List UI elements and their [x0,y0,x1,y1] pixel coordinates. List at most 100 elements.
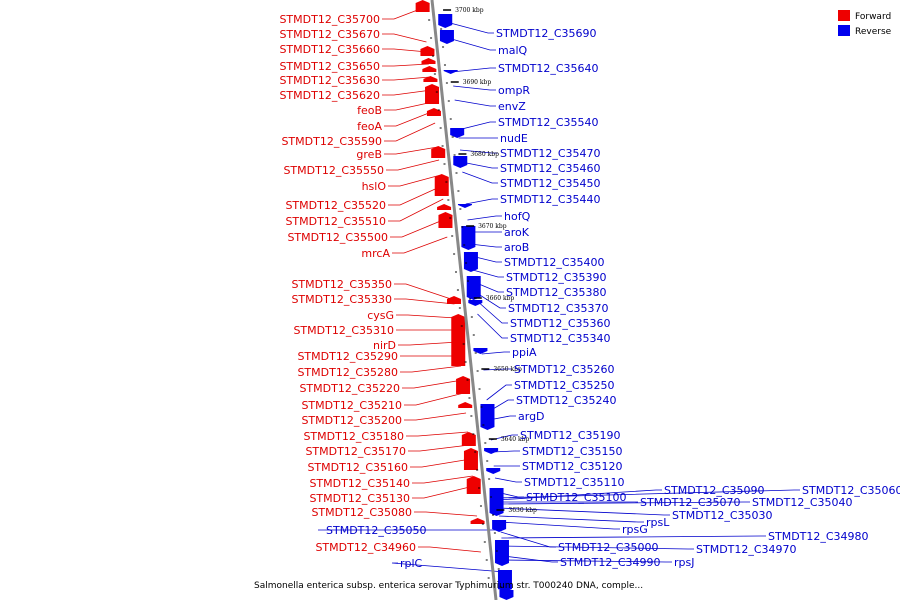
legend-reverse-label: Reverse [855,27,892,37]
gene-labels: STMDT12_C35700 STMDT12_C35670 STMDT12_C356… [279,13,900,570]
forward-gene-label: STMDT12_C35310 [293,324,394,337]
forward-gene-label: STMDT12_C35290 [297,350,398,363]
forward-leader-line [414,511,478,517]
reverse-gene-block [484,448,499,454]
reverse-leader-line [481,351,510,355]
reverse-gene-block [443,70,458,74]
forward-gene-block [434,174,449,196]
forward-gene-label: STMDT12_C35130 [309,492,410,505]
reverse-gene-label: malQ [498,44,528,57]
reverse-leader-line [471,255,502,263]
forward-gene-label: STMDT12_C35510 [285,215,386,228]
forward-leader-line [382,7,423,20]
reverse-gene-label: STMDT12_C35030 [672,509,773,522]
reverse-leader-line [499,515,644,523]
forward-leader-line [406,431,469,437]
reverse-leader-line [467,215,502,221]
reverse-leader-line [490,434,518,441]
forward-gene-block [431,146,446,158]
reverse-gene-label: ompR [498,84,530,97]
reverse-leader-line [472,269,504,278]
forward-gene-label: STMDT12_C35520 [285,199,386,212]
forward-gene-label: STMDT12_C35140 [309,477,410,490]
forward-leader-line [412,485,474,499]
reverse-gene-label: STMDT12_C35540 [498,116,599,129]
forward-gene-label: STMDT12_C35500 [287,231,388,244]
reverse-gene-label: STMDT12_C35460 [500,162,601,175]
forward-gene-label: greB [356,148,382,161]
forward-gene-label: STMDT12_C35350 [291,278,392,291]
forward-leader-line [386,159,440,171]
forward-gene-label: STMDT12_C35550 [283,164,384,177]
reverse-gene-label: nudE [500,132,528,145]
forward-leader-line [390,218,446,238]
forward-leader-line [408,444,470,452]
forward-gene-block [470,518,485,524]
reverse-gene-label: rpsG [622,523,648,536]
reverse-leader-line [488,415,516,421]
forward-gene-label: STMDT12_C35180 [303,430,404,443]
reverse-gene-label: argD [518,410,545,423]
reverse-gene-block [461,226,476,250]
reverse-leader-line [453,85,496,91]
reverse-gene-label: STMDT12_C35110 [524,476,625,489]
reverse-leader-line [497,489,800,499]
reverse-gene-block [453,156,468,168]
forward-gene-block [447,296,461,304]
tick-label: 3640 kbp [501,436,530,443]
legend-reverse-swatch [838,25,850,36]
reverse-gene-label: STMDT12_C35040 [752,496,853,509]
reverse-gene-block [466,276,481,300]
forward-gene-label: STMDT12_C35200 [301,414,402,427]
reverse-leader-line [494,477,522,483]
reverse-gene-label: aroK [504,226,530,239]
leader-lines [318,7,800,573]
reverse-gene-label: STMDT12_C35050 [326,524,427,537]
reverse-gene-block [494,540,509,566]
reverse-gene-label: STMDT12_C35390 [506,271,607,284]
forward-leader-line [382,48,428,53]
reverse-gene-label: STMDT12_C35000 [558,541,659,554]
forward-leader-line [394,283,455,301]
reverse-leader-line [502,545,694,550]
reverse-leader-line [498,507,670,516]
reverse-gene-block [480,404,495,430]
forward-gene-label: mrcA [361,247,390,260]
forward-gene-label: STMDT12_C35080 [311,506,412,519]
reverse-leader-line [477,313,508,339]
forward-leader-line [418,546,481,553]
forward-gene-block [422,66,437,72]
forward-leader-line [400,365,462,373]
reverse-gene-label: STMDT12_C35380 [506,286,607,299]
reverse-gene-label: STMDT12_C35400 [504,256,605,269]
reverse-gene-label: STMDT12_C35690 [496,27,597,40]
forward-leader-line [384,101,433,111]
forward-gene-block [423,76,438,82]
scale-ticks: 3700 kbp 3690 kbp 3680 kbp 3670 kbp 3660 kbp… [428,7,537,588]
reverse-gene-label: STMDT12_C35250 [514,379,615,392]
forward-leader-line [382,76,431,81]
reverse-gene-label: STMDT12_C35090 [664,484,765,497]
forward-leader-line [410,458,472,468]
reverse-gene-block [492,520,507,532]
forward-gene-label: cysG [367,309,394,322]
reverse-leader-line [483,368,512,371]
tick-label: 3670 kbp [478,223,507,230]
legend: Forward Reverse [838,10,892,37]
reverse-gene-label: STMDT12_C35470 [500,147,601,160]
reverse-gene-label: STMDT12_C35240 [516,394,617,407]
forward-leader-line [388,174,441,187]
reverse-gene-label: STMDT12_C34970 [696,543,797,556]
forward-gene-label: feoB [357,104,382,117]
reverse-gene-label: STMDT12_C35450 [500,177,601,190]
forward-gene-block [426,108,441,116]
forward-gene-label: STMDT12_C35660 [279,43,380,56]
legend-forward-swatch [838,10,850,21]
reverse-gene-label: rpsL [646,516,670,529]
forward-leader-line [384,122,436,142]
reverse-gene-block [439,30,454,44]
reverse-gene-label: STMDT12_C35190 [520,429,621,442]
forward-gene-block [456,376,471,394]
reverse-leader-line [454,99,496,107]
reverse-leader-line [469,243,502,248]
